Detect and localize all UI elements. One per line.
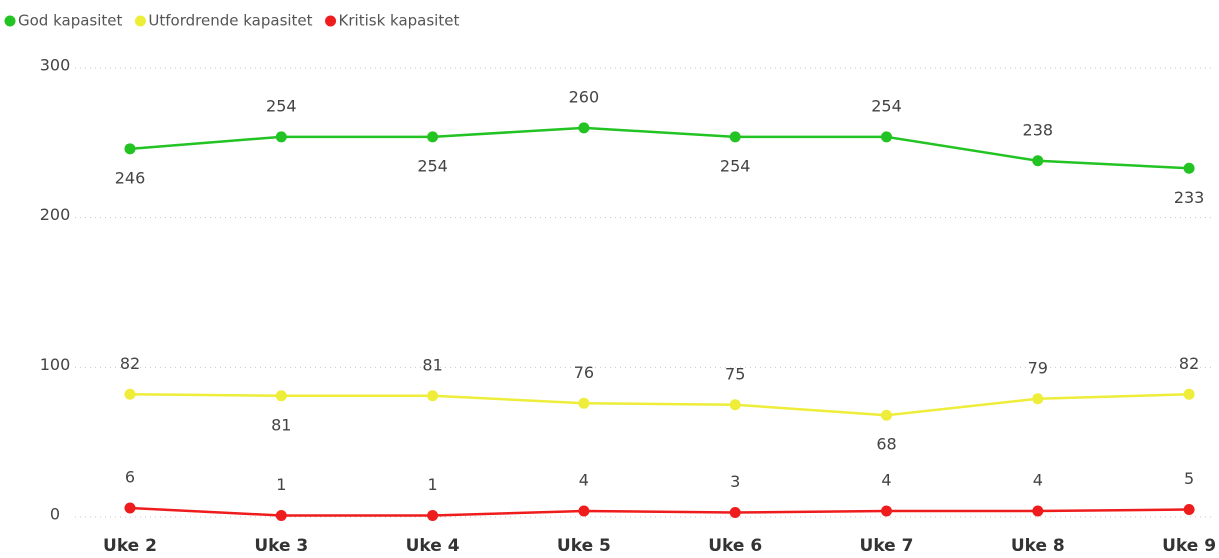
data-point	[881, 409, 892, 421]
data-label: 238	[1023, 120, 1054, 139]
x-tick-label: Uke 3	[254, 536, 308, 556]
data-label: 1	[276, 475, 286, 494]
data-point	[1032, 505, 1044, 517]
legend-marker	[4, 15, 16, 27]
x-tick-label: Uke 6	[708, 536, 762, 556]
data-label: 254	[871, 96, 902, 115]
data-point	[275, 510, 287, 522]
data-label: 5	[1184, 469, 1194, 488]
data-label: 4	[579, 471, 589, 490]
data-label: 82	[120, 354, 140, 373]
data-label: 76	[574, 363, 594, 382]
data-label: 4	[1033, 471, 1043, 490]
data-label: 75	[725, 364, 745, 383]
data-label: 81	[422, 355, 442, 374]
data-label: 79	[1028, 358, 1048, 377]
data-point	[729, 399, 741, 411]
y-tick-label: 200	[40, 205, 71, 224]
y-tick-label: 100	[40, 355, 71, 374]
data-label: 254	[417, 156, 448, 175]
y-tick-label: 300	[40, 56, 71, 75]
data-point	[275, 390, 287, 402]
data-point	[124, 388, 136, 400]
data-point	[578, 505, 590, 517]
data-point	[1183, 504, 1195, 516]
x-tick-label: Uke 7	[860, 536, 914, 556]
legend-marker	[134, 15, 146, 27]
data-label: 81	[271, 415, 291, 434]
legend-label: Utfordrende kapasitet	[148, 12, 312, 30]
data-point	[1183, 162, 1195, 174]
data-label: 3	[730, 472, 740, 491]
series-line	[129, 126, 1190, 170]
data-point	[881, 505, 892, 517]
data-point	[881, 131, 892, 143]
data-label: 260	[569, 87, 600, 106]
x-tick-label: Uke 8	[1011, 536, 1065, 556]
data-point	[729, 131, 741, 143]
data-label: 254	[720, 156, 751, 175]
data-label: 82	[1179, 354, 1199, 373]
x-tick-label: Uke 5	[557, 536, 611, 556]
data-label: 233	[1174, 188, 1205, 207]
data-label: 6	[125, 468, 135, 487]
data-point	[729, 507, 741, 519]
x-tick-label: Uke 2	[103, 536, 157, 556]
data-point	[427, 510, 439, 522]
data-label: 4	[881, 471, 891, 490]
data-label: 68	[876, 435, 896, 454]
data-label: 246	[115, 168, 146, 187]
legend-marker	[325, 15, 337, 27]
data-label: 254	[266, 96, 297, 115]
x-tick-label: Uke 4	[406, 536, 460, 556]
y-tick-label: 0	[50, 505, 60, 524]
legend-label: Kritisk kapasitet	[339, 12, 460, 30]
data-point	[124, 143, 136, 155]
data-point	[578, 122, 590, 134]
series-line	[129, 506, 1190, 517]
data-point	[275, 131, 287, 143]
data-point	[578, 397, 590, 409]
data-point	[124, 502, 136, 514]
series-line	[129, 393, 1190, 417]
x-tick-label: Uke 9	[1162, 536, 1216, 556]
data-point	[1183, 388, 1195, 400]
data-label: 1	[428, 475, 438, 494]
legend-label: God kapasitet	[18, 12, 123, 30]
data-point	[427, 390, 439, 402]
data-point	[427, 131, 439, 143]
data-point	[1032, 155, 1044, 167]
data-point	[1032, 393, 1044, 405]
